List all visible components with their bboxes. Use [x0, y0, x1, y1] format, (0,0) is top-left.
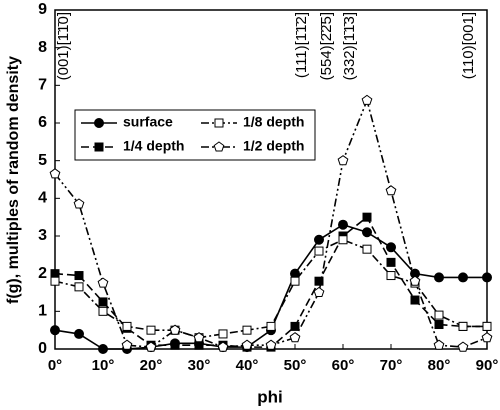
marker — [458, 321, 468, 331]
legend-label: 1/4 depth — [123, 138, 184, 154]
marker — [94, 142, 104, 152]
marker — [386, 242, 396, 253]
marker — [361, 94, 373, 105]
marker — [481, 332, 493, 343]
legend-label: 1/2 depth — [243, 138, 304, 154]
marker — [338, 219, 348, 230]
annotation: (111)[1̄1̄2] — [293, 12, 310, 78]
x-tick-label: 0° — [48, 357, 62, 374]
y-tick-label: 3 — [38, 227, 47, 244]
marker — [313, 286, 325, 297]
marker — [362, 212, 372, 222]
marker — [290, 321, 300, 331]
y-tick-label: 4 — [38, 190, 47, 207]
marker — [50, 325, 60, 336]
marker — [338, 235, 348, 245]
marker — [314, 276, 324, 286]
annotation: (001)[1̄1̄0] — [55, 12, 72, 80]
marker — [458, 272, 468, 283]
marker — [170, 340, 180, 350]
marker — [50, 269, 60, 279]
marker — [98, 344, 108, 354]
x-tick-label: 20° — [140, 357, 163, 374]
marker — [169, 324, 181, 335]
x-tick-label: 90° — [476, 357, 499, 374]
marker — [74, 271, 84, 281]
marker — [94, 118, 104, 128]
marker — [97, 277, 109, 288]
marker — [74, 282, 84, 292]
marker — [194, 340, 204, 350]
annotation: (332)[1̄1̄3] — [341, 12, 358, 80]
x-tick-label: 30° — [188, 357, 211, 374]
x-tick-label: 70° — [380, 357, 403, 374]
y-tick-label: 0 — [38, 340, 47, 357]
legend-label: surface — [123, 114, 173, 130]
marker — [289, 332, 301, 343]
marker — [385, 185, 397, 196]
marker — [49, 168, 61, 179]
marker — [482, 321, 492, 331]
marker — [434, 272, 444, 283]
y-tick-label: 5 — [38, 152, 47, 169]
marker — [266, 321, 276, 331]
marker — [217, 341, 229, 352]
marker — [121, 339, 133, 350]
x-tick-label: 10° — [92, 357, 115, 374]
marker — [434, 320, 444, 330]
marker — [98, 297, 108, 307]
marker — [290, 276, 300, 286]
y-tick-label: 7 — [38, 77, 47, 94]
marker — [98, 306, 108, 316]
marker — [74, 328, 84, 339]
marker — [434, 310, 444, 320]
marker — [386, 271, 396, 281]
marker — [386, 257, 396, 267]
marker — [314, 246, 324, 256]
marker — [409, 275, 421, 286]
marker — [122, 321, 132, 331]
marker — [457, 341, 469, 352]
x-tick-label: 50° — [284, 357, 307, 374]
marker — [146, 325, 156, 335]
legend-label: 1/8 depth — [243, 114, 304, 130]
marker — [482, 272, 492, 283]
annotation: (110)[001] — [460, 12, 477, 79]
y-tick-label: 2 — [38, 265, 47, 282]
marker — [214, 118, 224, 128]
x-tick-label: 60° — [332, 357, 355, 374]
marker — [193, 332, 205, 343]
y-tick-label: 1 — [38, 303, 47, 320]
marker — [433, 339, 445, 350]
y-axis-label: f(g), multiples of random density — [5, 56, 22, 304]
marker — [73, 198, 85, 209]
y-tick-label: 8 — [38, 39, 47, 56]
marker — [362, 244, 372, 254]
marker — [314, 234, 324, 245]
y-tick-label: 6 — [38, 114, 47, 131]
marker — [213, 141, 225, 152]
marker — [362, 227, 372, 238]
marker — [218, 329, 228, 339]
marker — [242, 325, 252, 335]
annotation: (554)[2̄2̄5] — [318, 12, 335, 80]
x-tick-label: 40° — [236, 357, 259, 374]
marker — [410, 295, 420, 305]
marker — [241, 339, 253, 350]
legend-box — [74, 109, 316, 161]
marker — [145, 341, 157, 352]
legend: surface 1/4 depth 1/8 depth 1/2 depth — [74, 109, 316, 161]
y-tick-label: 9 — [38, 1, 47, 18]
marker — [50, 276, 60, 286]
marker — [337, 155, 349, 166]
marker — [265, 339, 277, 350]
x-axis-label: phi — [257, 387, 283, 406]
x-tick-label: 80° — [428, 357, 451, 374]
